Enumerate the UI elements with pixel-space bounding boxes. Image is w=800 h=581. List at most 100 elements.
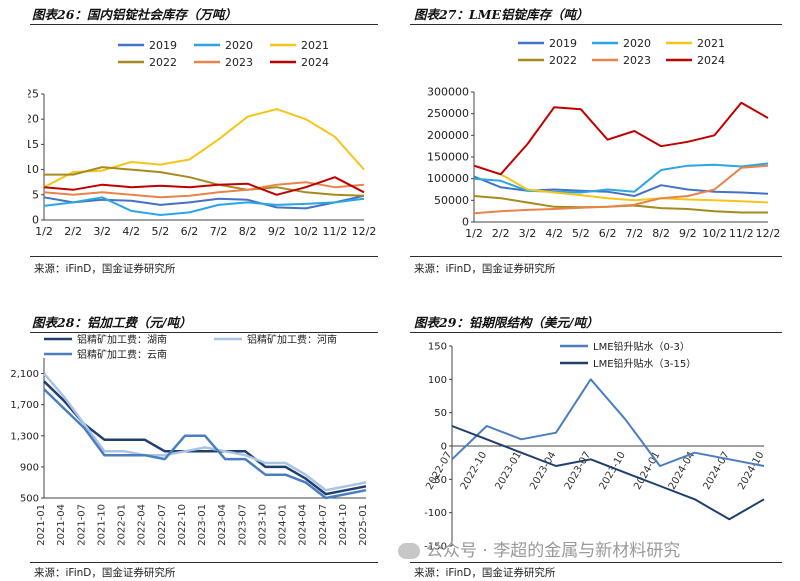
chart1-x-tick-label: 10/2 xyxy=(293,225,318,238)
chart2-series-0-line xyxy=(473,175,769,197)
chart2-x-tick-label: 8/2 xyxy=(652,227,670,240)
chart3-legend-label-1: 铝精矿加工费：河南 xyxy=(247,334,337,346)
chart3-x-tick-label: 2021-07 xyxy=(76,504,87,546)
chart1-series-5-line xyxy=(43,176,365,196)
chart1-legend-label-3: 2022 xyxy=(149,56,177,69)
chart1-y-tick-label: 15 xyxy=(28,138,39,151)
chart1-x-tick-label: 4/2 xyxy=(122,225,140,238)
chart1-series-2-line xyxy=(43,108,365,189)
chart1-x-tick-label: 1/2 xyxy=(35,225,53,238)
chart2-x-tick-label: 2/2 xyxy=(492,227,510,240)
chart3-x-tick-label: 2023-10 xyxy=(257,504,268,546)
chart4-x-tick-label: 2023-01 xyxy=(494,450,524,492)
chart2-series-4-line xyxy=(473,164,769,215)
chart4-legend-label-0: LME铅升贴水（0-3） xyxy=(593,340,690,353)
chart1-y-tick-label: 0 xyxy=(32,214,39,227)
chart2-x-tick-label: 7/2 xyxy=(626,227,644,240)
chart1-x-tick-label: 11/2 xyxy=(323,225,348,238)
chart1-x-tick-label: 3/2 xyxy=(93,225,111,238)
chart2-y-tick-label: 50000 xyxy=(434,194,469,207)
chart4-series-1-line xyxy=(451,425,765,521)
chart3-y-tick-label: 2,100 xyxy=(10,369,39,380)
chart1-series-1-line xyxy=(43,196,365,216)
chart3-series-1-line xyxy=(43,372,367,492)
chart3-legend-label-0: 铝精矿加工费：湖南 xyxy=(77,334,167,346)
chart2-y-tick-label: 100000 xyxy=(427,172,469,185)
chart1-y-tick-label: 5 xyxy=(32,188,39,201)
chart2-x-tick-label: 1/2 xyxy=(465,227,483,240)
watermark: 公众号 · 李超的金属与新材料研究 xyxy=(398,536,680,561)
chart1-y-tick-label: 25 xyxy=(28,88,39,101)
chart3-x-tick-label: 2023-07 xyxy=(237,504,248,546)
chart1-series-0-line xyxy=(43,194,365,210)
chart4-x-tick-label: 2023-07 xyxy=(563,450,593,492)
chart1-x-tick-label: 9/2 xyxy=(268,225,286,238)
chart2-x-tick-label: 6/2 xyxy=(599,227,617,240)
chart4-x-tick-label: 2022-10 xyxy=(459,450,489,492)
chart4-title-rule xyxy=(410,332,782,333)
wechat-icon xyxy=(398,543,420,559)
chart3-x-tick-label: 2024-01 xyxy=(278,504,289,546)
chart3-x-tick-label: 2022-07 xyxy=(157,504,168,546)
chart3-y-tick-label: 900 xyxy=(20,462,39,473)
chart1-x-tick-label: 8/2 xyxy=(239,225,257,238)
chart1-source-rule xyxy=(30,256,378,257)
chart1-legend-label-2: 2021 xyxy=(301,39,329,52)
chart2-x-tick-label: 5/2 xyxy=(572,227,590,240)
chart1-series-4-line xyxy=(43,181,365,199)
chart1-plot: 0 5 10 15 20 25 1/2 2/2 3/2 4/2 5/2 6/2 7/2 8/2 9/2 10/… xyxy=(28,39,377,238)
chart2-x-tick-label: 11/2 xyxy=(729,227,754,240)
chart2-legend-label-3: 2022 xyxy=(549,54,577,67)
chart1-x-tick-label: 2/2 xyxy=(64,225,82,238)
chart1-x-tick-label: 6/2 xyxy=(181,225,199,238)
chart1-x-tick-label: 7/2 xyxy=(210,225,228,238)
chart3-x-tick-label: 2024-10 xyxy=(338,504,349,546)
chart4-legend-label-1: LME铅升贴水（3-15） xyxy=(593,357,696,370)
chart2-title: 图表27：LME铝锭库存（吨） xyxy=(414,7,589,22)
chart3-x-tick-label: 2021-01 xyxy=(36,504,47,546)
chart2-x-tick-label: 12/2 xyxy=(756,227,781,240)
chart4-y-tick-label: 100 xyxy=(428,375,447,386)
chart3-source: 来源：iFinD，国金证券研究所 xyxy=(34,567,176,579)
chart2-x-tick-label: 9/2 xyxy=(679,227,697,240)
chart4-source: 来源：iFinD，国金证券研究所 xyxy=(414,567,556,579)
chart2-legend-label-4: 2023 xyxy=(623,54,651,67)
chart4-y-tick-label: -100 xyxy=(424,508,447,519)
chart3-x-tick-label: 2025-01 xyxy=(358,504,369,546)
chart2-x-tick-label: 4/2 xyxy=(545,227,563,240)
chart3-y-tick-label: 1,300 xyxy=(10,431,39,442)
chart4-x-tick-label: 2024-10 xyxy=(736,450,766,492)
chart4-y-tick-label: 50 xyxy=(434,408,447,419)
chart4-source-rule xyxy=(410,562,782,563)
chart1-x-tick-label: 12/2 xyxy=(352,225,377,238)
chart2-x-tick-label: 10/2 xyxy=(702,227,727,240)
chart2-legend-label-1: 2020 xyxy=(623,37,651,50)
chart2-y-tick-label: 250000 xyxy=(427,107,469,120)
chart3-x-tick-label: 2024-07 xyxy=(318,504,329,546)
chart2-y-tick-label: 150000 xyxy=(427,151,469,164)
chart1-source: 来源：iFinD，国金证券研究所 xyxy=(34,263,176,275)
chart4-x-tick-label: 2024-04 xyxy=(667,450,697,492)
chart2-source: 来源：iFinD，国金证券研究所 xyxy=(414,263,556,275)
chart3-x-tick-label: 2024-04 xyxy=(298,504,309,546)
chart2-x-tick-label: 3/2 xyxy=(519,227,537,240)
chart3-y-tick-label: 1,700 xyxy=(10,400,39,411)
chart4-y-tick-label: -150 xyxy=(424,542,447,553)
chart2-legend-label-2: 2021 xyxy=(697,37,725,50)
chart3-legend-label-2: 铝精矿加工费：云南 xyxy=(77,348,167,361)
chart2-legend-label-0: 2019 xyxy=(549,37,577,50)
chart2-y-tick-label: 0 xyxy=(462,216,469,229)
chart3-x-tick-label: 2023-01 xyxy=(197,504,208,546)
chart3-plot: 500 900 1,300 1,700 2,100 2021-01 2021-04 2021-… xyxy=(10,334,369,546)
chart1-y-tick-label: 20 xyxy=(28,113,39,126)
chart2-legend-label-5: 2024 xyxy=(697,54,725,67)
chart4-y-tick-label: -50 xyxy=(431,475,447,486)
chart2-plot: 0 50000 100000 150000 200000 250000 300000 1/2 2… xyxy=(427,37,781,240)
chart3-y-tick-label: 500 xyxy=(20,494,39,505)
chart1-legend-label-1: 2020 xyxy=(225,39,253,52)
chart3-x-tick-label: 2022-10 xyxy=(177,504,188,546)
chart3-title-rule xyxy=(30,332,378,333)
chart2-title-rule xyxy=(410,24,782,25)
chart4-title: 图表29：铅期限结构（美元/吨） xyxy=(414,315,599,330)
